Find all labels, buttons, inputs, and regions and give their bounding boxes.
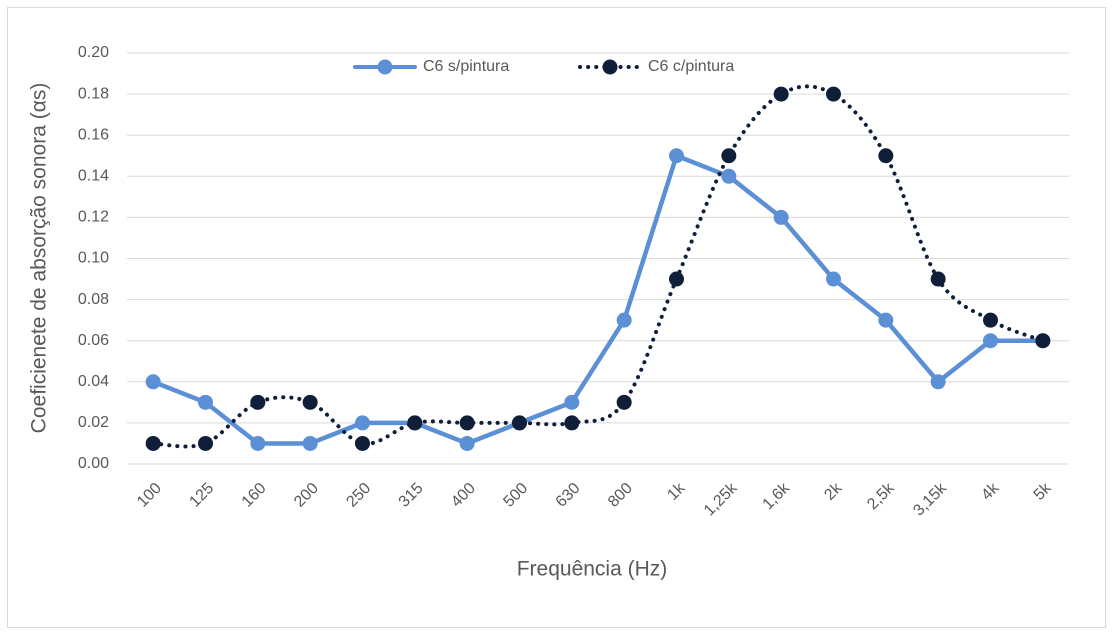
data-point	[773, 209, 789, 225]
legend-label: C6 c/pintura	[648, 58, 734, 75]
data-point	[669, 148, 684, 164]
data-point	[1035, 333, 1051, 349]
y-tick-label: 0.04	[78, 373, 109, 390]
y-tick-label: 0.02	[78, 414, 109, 431]
data-point	[198, 435, 213, 451]
data-point	[773, 86, 789, 102]
y-tick-label: 0.16	[78, 126, 109, 143]
legend-marker	[602, 59, 618, 75]
data-point	[930, 374, 946, 390]
data-point	[669, 271, 684, 287]
data-point	[459, 415, 475, 431]
chart-frame	[7, 7, 1106, 628]
data-point	[355, 435, 370, 451]
data-point	[564, 394, 580, 410]
data-point	[459, 435, 475, 451]
y-tick-label: 0.18	[78, 85, 109, 102]
y-tick-label: 0.06	[78, 332, 109, 349]
data-point	[250, 394, 266, 410]
series-line	[150, 153, 1046, 446]
data-point	[878, 148, 894, 164]
data-point	[616, 312, 632, 328]
y-tick-label: 0.08	[78, 291, 109, 308]
data-point	[878, 312, 894, 328]
data-point	[512, 415, 527, 431]
data-point	[983, 312, 998, 328]
data-point	[930, 271, 946, 287]
data-point	[826, 271, 841, 287]
y-tick-label: 0.10	[78, 250, 109, 267]
data-point	[302, 435, 318, 451]
y-tick-label: 0.12	[78, 209, 109, 226]
data-point	[355, 415, 370, 431]
data-point	[721, 148, 737, 164]
data-point	[616, 394, 632, 410]
data-point	[198, 394, 213, 410]
legend-label: C6 s/pintura	[423, 58, 509, 75]
legend-marker	[377, 59, 393, 75]
y-tick-label: 0.20	[78, 44, 109, 61]
y-tick-label: 0.00	[78, 455, 109, 472]
data-point	[826, 86, 841, 102]
y-axis-label: Coeficienete de absorção sonora (αs)	[28, 83, 51, 434]
data-point	[145, 374, 161, 390]
data-point	[564, 415, 580, 431]
data-point	[302, 394, 318, 410]
data-point	[250, 435, 266, 451]
data-point	[407, 415, 423, 431]
data-point	[145, 435, 161, 451]
y-tick-label: 0.14	[78, 168, 109, 185]
data-point	[721, 168, 737, 184]
x-axis-label: Frequência (Hz)	[517, 558, 668, 581]
data-point	[983, 333, 998, 349]
